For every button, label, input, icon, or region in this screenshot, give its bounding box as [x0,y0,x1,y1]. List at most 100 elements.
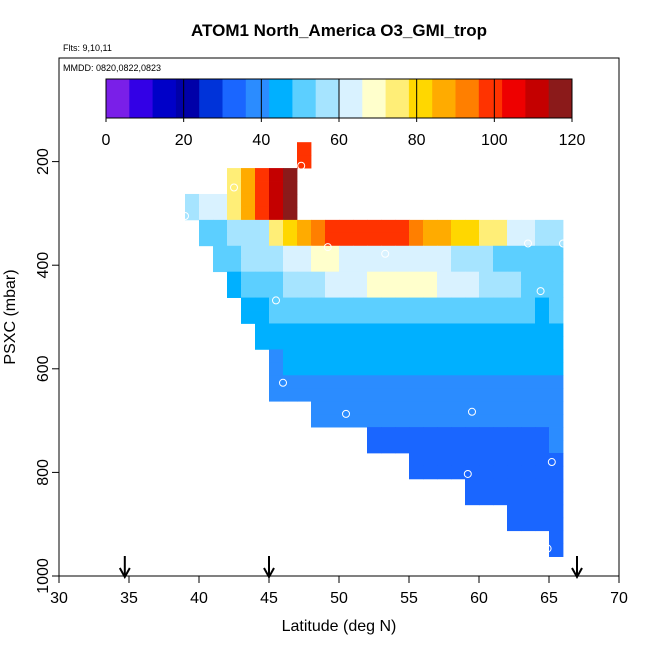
heatmap-cell [549,465,564,480]
heatmap-cell [423,232,438,247]
heatmap-cell [269,258,284,273]
heatmap-cell [409,388,424,402]
heatmap-cell [521,414,536,428]
heatmap-cell [269,349,284,363]
heatmap-cell [465,349,480,363]
heatmap-cell [423,245,438,260]
colorbar-segment [129,79,154,118]
colorbar-segment [106,79,130,118]
heatmap-cell [381,297,396,311]
heatmap-cell [339,245,354,260]
heatmap-cell [367,375,382,389]
heatmap-cell [339,388,354,402]
heatmap-cell [395,349,410,363]
heatmap-cell [549,284,564,298]
heatmap-cell [395,297,410,311]
heatmap-cell [535,452,550,467]
heatmap-cell [423,362,438,376]
heatmap-cell [311,414,326,428]
heatmap-cell [409,336,424,350]
y-tick-label: 1000 [35,558,52,594]
heatmap-cell [353,258,368,273]
heatmap-cell [297,297,312,311]
heatmap-cell [367,284,382,298]
heatmap-cell [339,401,354,415]
colorbar-segment [245,79,270,118]
heatmap-cell [353,310,368,324]
heatmap-cell [451,219,466,234]
data-point [342,409,350,418]
heatmap-cell [535,388,550,402]
heatmap-cell [227,232,242,247]
heatmap-cell [507,401,522,415]
heatmap-cell [283,271,298,286]
heatmap-cell [325,349,340,363]
heatmap-cell [535,465,550,480]
heatmap-cell [269,206,284,221]
heatmap-cell [437,427,452,441]
colorbar-tick-label: 60 [330,132,348,149]
colorbar-segment [408,79,433,118]
heatmap-cell [451,245,466,260]
heatmap-cell [311,284,326,298]
heatmap-cell [283,206,298,221]
heatmap-cell [241,193,256,208]
heatmap-cell [409,401,424,415]
heatmap-cell [451,258,466,273]
heatmap-cell [507,336,522,350]
heatmap-cell [269,219,284,234]
y-axis: 200 400 600 800 1000 [35,148,59,594]
heatmap-cell [339,284,354,298]
heatmap-cell [395,310,410,324]
heatmap-cell [255,284,270,298]
heatmap-cell [521,491,536,506]
heatmap-cell [381,375,396,389]
heatmap-cell [507,271,522,286]
heatmap-cell [535,323,550,337]
heatmap-cell [395,219,410,234]
heatmap-cell [395,388,410,402]
heatmap-cell [409,362,424,376]
heatmap-cell [479,401,494,415]
heatmap-cell [521,297,536,311]
heatmap-cell [507,517,522,532]
heatmap-cell [255,193,270,208]
colorbar-segment [175,79,200,118]
heatmap-cell [479,336,494,350]
heatmap-cell [535,271,550,286]
heatmap-cell [297,388,312,402]
heatmap-cell [465,323,480,337]
heatmap-cell [227,193,242,208]
heatmap-cell [213,206,228,221]
heatmap-cell [339,258,354,273]
heatmap-cell [409,232,424,247]
y-axis-label: PSXC (mbar) [2,269,19,364]
heatmap-cell [423,349,438,363]
heatmap-cell [437,284,452,298]
heatmap-cell [409,414,424,428]
heatmap-cell [479,440,494,454]
heatmap-cell [521,271,536,286]
colorbar-segment [502,79,526,118]
heatmap-cell [395,284,410,298]
heatmap-cell [353,414,368,428]
heatmap-cell [437,323,452,337]
heatmap-cell [381,362,396,376]
heatmap-cell [339,349,354,363]
heatmap-cell [465,297,480,311]
heatmap-cell [241,219,256,234]
heatmap-cell [535,349,550,363]
flight-arrows [118,556,583,580]
heatmap-cell [451,388,466,402]
heatmap-cell [325,362,340,376]
heatmap-cell [549,427,564,441]
data-point [547,458,556,467]
heatmap-cell [255,336,270,350]
x-axis-label: Latitude (deg N) [282,618,397,635]
heatmap-cell [465,258,480,273]
heatmap-cell [549,517,564,532]
heatmap-cell [283,245,298,260]
heatmap-cell [535,336,550,350]
heatmap-cell [535,375,550,389]
heatmap-cell [521,504,536,519]
